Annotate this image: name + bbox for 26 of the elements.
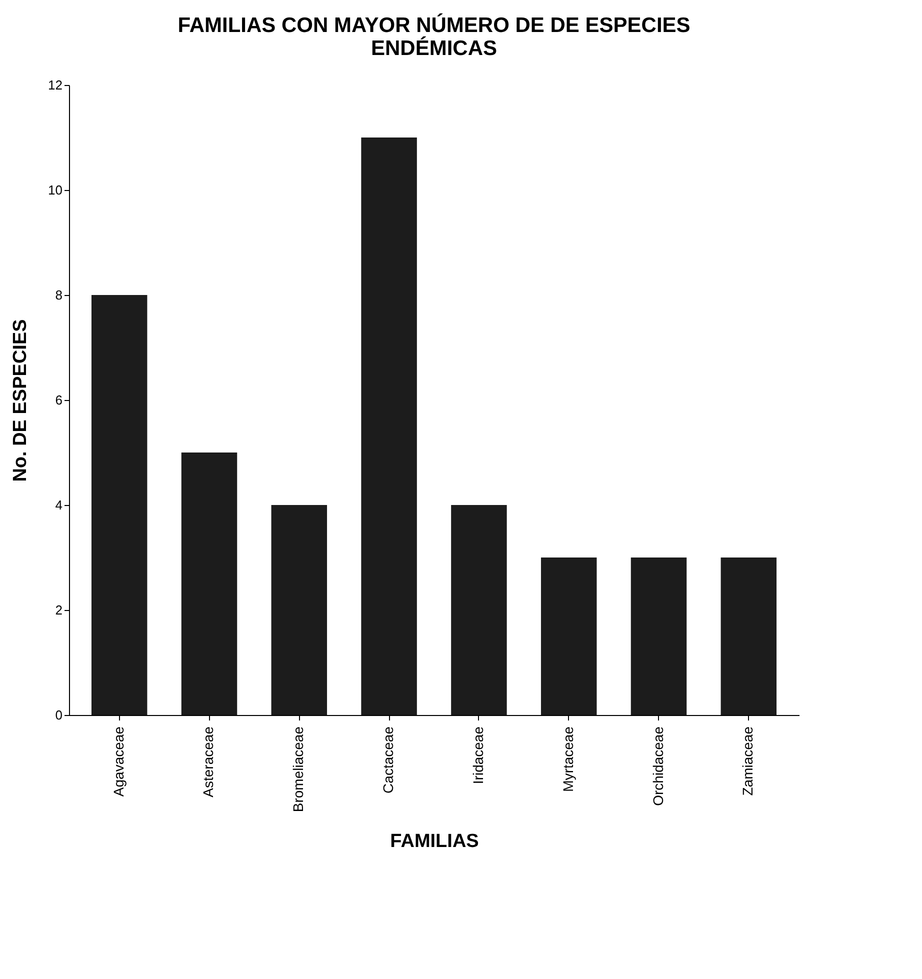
- y-tick-label: 8: [55, 288, 62, 302]
- bar: [630, 558, 687, 715]
- y-tick-label: 4: [55, 498, 62, 512]
- y-tick-label: 2: [55, 602, 62, 618]
- x-axis-title: FAMILIAS: [390, 831, 479, 852]
- bar: [271, 505, 328, 715]
- y-tick-label: 6: [55, 392, 62, 408]
- x-tick-label: Myrtaceae: [560, 726, 576, 792]
- bar: [540, 558, 597, 715]
- x-tick-label: Agavaceae: [110, 726, 126, 797]
- x-tick-label: Iridaceae: [470, 726, 486, 784]
- y-axis-title: No. DE ESPECIES: [10, 319, 32, 482]
- bar: [91, 295, 148, 715]
- y-tick-label: 0: [55, 708, 62, 722]
- bar: [361, 138, 417, 715]
- y-tick-label: 12: [48, 78, 62, 92]
- bar: [181, 452, 238, 715]
- x-tick-label: Asteraceae: [200, 726, 216, 798]
- x-tick-label: Cactaceae: [380, 726, 396, 794]
- bar: [720, 558, 777, 715]
- x-tick-label: Orchidaceae: [650, 726, 666, 806]
- bar: [451, 505, 507, 715]
- y-tick-label: 10: [48, 182, 62, 198]
- x-tick-label: Bromeliaceae: [290, 726, 306, 812]
- x-tick-label: Zamiaceae: [740, 726, 756, 796]
- chart-title: FAMILIAS CON MAYOR NÚMERO DE DE ESPECIES ENDÉMICAS: [178, 13, 690, 60]
